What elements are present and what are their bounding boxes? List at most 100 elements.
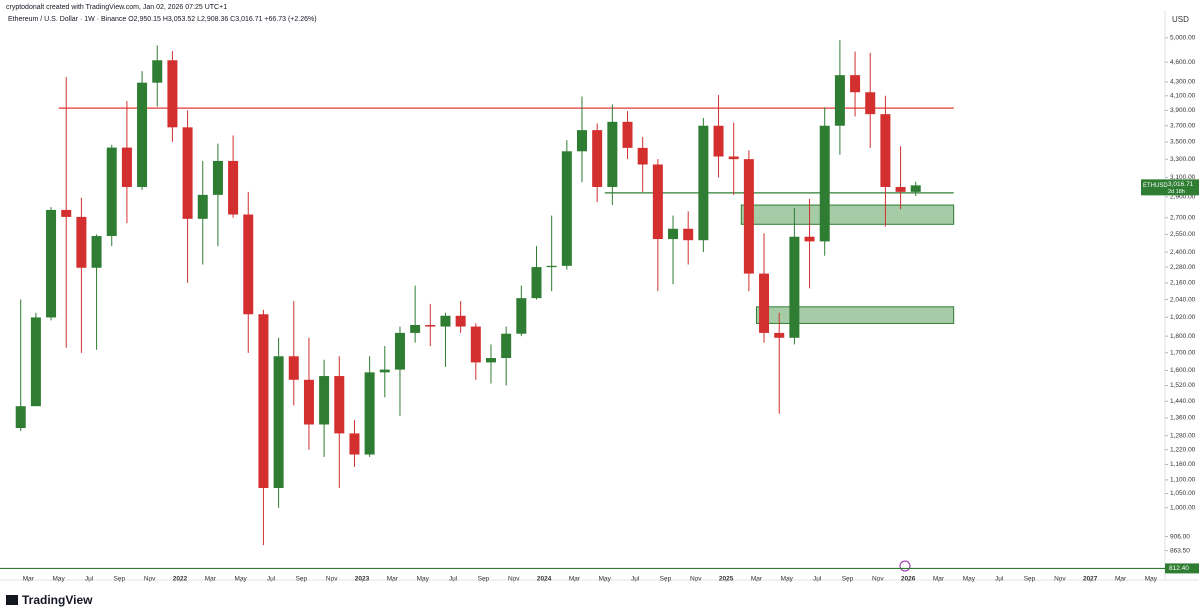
candle-body <box>592 130 603 187</box>
candle-body <box>334 376 345 434</box>
y-tick-label: 5,000.00 <box>1170 35 1196 42</box>
candle-body <box>379 369 390 373</box>
candle-body <box>668 228 679 240</box>
x-tick-label: Nov <box>508 576 520 583</box>
candle-body <box>804 236 815 242</box>
credit: cryptodonalt created with TradingView.co… <box>6 4 227 11</box>
candle-body <box>728 156 739 160</box>
y-tick-label: 1,440.00 <box>1170 398 1196 405</box>
candle-body <box>425 324 436 327</box>
x-tick-label: Mar <box>1115 576 1127 583</box>
candle-body <box>410 324 421 333</box>
candle-body <box>76 216 87 268</box>
y-tick-label: 4,300.00 <box>1170 79 1196 86</box>
y-tick-label: 1,920.00 <box>1170 314 1196 321</box>
candle-body <box>197 194 208 219</box>
candle-body <box>212 160 223 195</box>
last-price-label: 3,016.71 <box>1168 181 1194 188</box>
candle-body <box>501 333 512 359</box>
y-tick-label: 2,040.00 <box>1170 296 1196 303</box>
x-tick-label: May <box>599 576 612 583</box>
y-tick-label: 1,520.00 <box>1170 382 1196 389</box>
y-tick-label: 906.00 <box>1170 533 1190 540</box>
candle-body <box>683 228 694 241</box>
x-tick-label: May <box>52 576 65 583</box>
candle-body <box>91 236 102 268</box>
support-zone <box>740 204 955 225</box>
candle-body <box>759 273 770 333</box>
candle-body <box>440 315 451 327</box>
candle-body <box>182 127 193 219</box>
logo: TradingView <box>22 593 93 607</box>
candle-body <box>167 60 178 128</box>
countdown: 2d 18h <box>1168 189 1185 195</box>
candle-body <box>121 147 132 187</box>
candle-body <box>455 315 466 327</box>
candle-body <box>152 60 163 83</box>
x-tick-label: Jul <box>267 576 276 583</box>
x-tick-label: 2026 <box>901 576 916 583</box>
candle-body <box>774 332 785 338</box>
candle-body <box>106 147 117 237</box>
y-tick-label: 2,900.00 <box>1170 194 1196 201</box>
candle-body <box>789 236 800 338</box>
x-tick-label: Nov <box>326 576 338 583</box>
y-tick-label: 3,100.00 <box>1170 174 1196 181</box>
candle-body <box>319 376 330 425</box>
candle-body <box>228 160 239 215</box>
x-tick-label: May <box>235 576 248 583</box>
candle-body <box>516 298 527 334</box>
x-tick-label: 2024 <box>537 576 552 583</box>
candle-body <box>485 358 496 363</box>
candle-body <box>243 214 254 315</box>
candle-body <box>577 130 588 152</box>
x-tick-label: 2025 <box>719 576 734 583</box>
x-tick-label: Jul <box>85 576 94 583</box>
logo-icon <box>6 595 18 605</box>
y-tick-label: 1,360.00 <box>1170 415 1196 422</box>
x-tick-label: Jul <box>813 576 822 583</box>
candle-body <box>698 125 709 241</box>
x-tick-label: Jul <box>631 576 640 583</box>
x-tick-label: Nov <box>1054 576 1066 583</box>
y-tick-label: 1,280.00 <box>1170 432 1196 439</box>
candle-body <box>273 356 284 488</box>
y-tick-label: 2,280.00 <box>1170 264 1196 271</box>
candle-body <box>819 125 830 242</box>
candle-body <box>834 75 845 126</box>
candle-body <box>880 114 891 187</box>
currency: USD <box>1172 15 1189 24</box>
x-tick-label: Sep <box>114 576 126 583</box>
y-tick-label: 2,160.00 <box>1170 280 1196 287</box>
candle-body <box>531 267 542 299</box>
y-tick-label: 3,300.00 <box>1170 156 1196 163</box>
x-tick-label: May <box>1145 576 1158 583</box>
candle-body <box>470 326 481 363</box>
y-tick-label: 3,700.00 <box>1170 122 1196 129</box>
x-tick-label: Mar <box>751 576 763 583</box>
x-tick-label: 2027 <box>1083 576 1098 583</box>
y-tick-label: 2,400.00 <box>1170 249 1196 256</box>
event-icon <box>899 560 911 572</box>
y-tick-label: 2,550.00 <box>1170 231 1196 238</box>
x-tick-label: Mar <box>205 576 217 583</box>
x-tick-label: Sep <box>1024 576 1036 583</box>
x-tick-label: Nov <box>872 576 884 583</box>
last-price-symbol: ETHUSD <box>1143 183 1168 189</box>
candle-body <box>865 92 876 115</box>
candle-body <box>288 356 299 380</box>
y-tick-label: 4,100.00 <box>1170 92 1196 99</box>
y-tick-label: 1,160.00 <box>1170 461 1196 468</box>
y-tick-label: 1,220.00 <box>1170 446 1196 453</box>
y-tick-label: 863.50 <box>1170 547 1190 554</box>
x-tick-label: Mar <box>933 576 945 583</box>
y-tick-label: 2,700.00 <box>1170 214 1196 221</box>
candle-body <box>303 379 314 425</box>
candle-body <box>622 121 633 148</box>
y-tick-label: 4,600.00 <box>1170 59 1196 66</box>
y-tick-label: 1,100.00 <box>1170 477 1196 484</box>
x-tick-label: Mar <box>23 576 35 583</box>
level-label: 812.40 <box>1169 565 1189 572</box>
candle-body <box>895 186 906 192</box>
